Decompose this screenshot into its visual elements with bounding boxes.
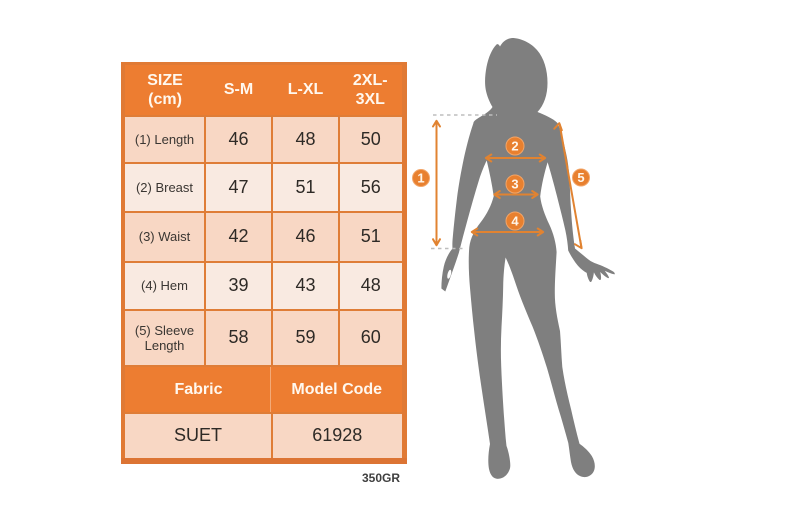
svg-text:4: 4 bbox=[511, 214, 519, 229]
svg-text:5: 5 bbox=[577, 170, 584, 185]
svg-text:3: 3 bbox=[511, 177, 518, 192]
svg-text:2: 2 bbox=[511, 139, 518, 154]
svg-text:1: 1 bbox=[417, 171, 424, 186]
